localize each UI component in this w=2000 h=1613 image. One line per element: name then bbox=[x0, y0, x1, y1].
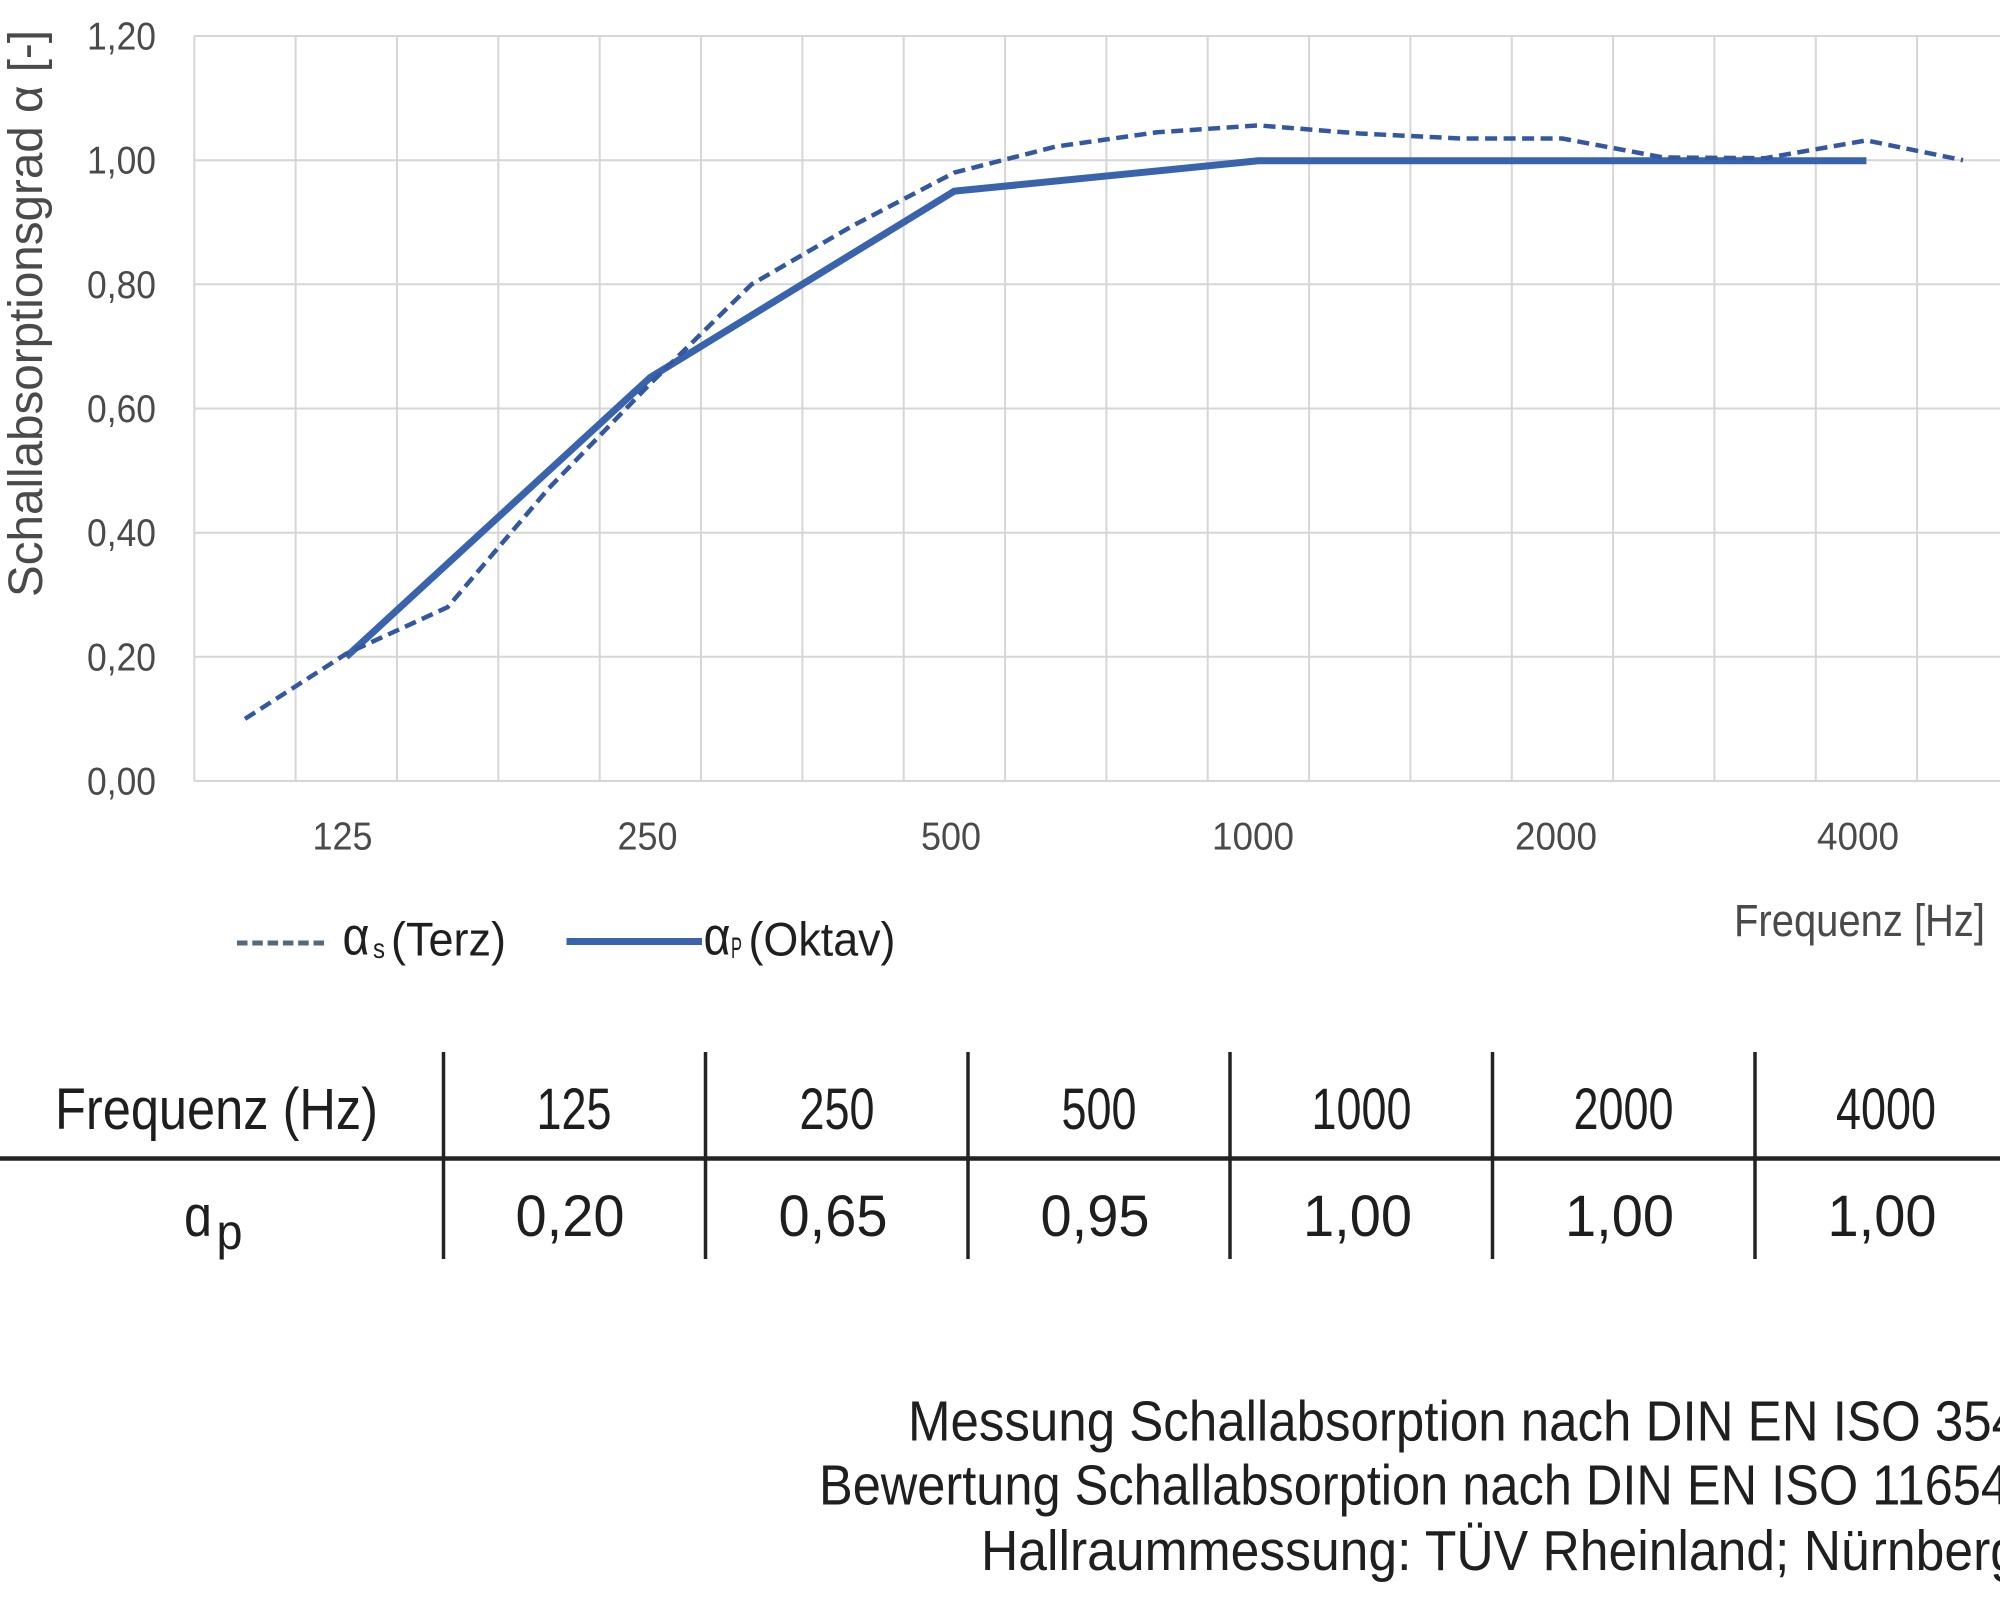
svg-text:Schallabsorptionsgrad α [-]: Schallabsorptionsgrad α [-] bbox=[0, 30, 53, 597]
svg-text:ɑ: ɑ bbox=[184, 1184, 212, 1249]
svg-text:2000: 2000 bbox=[1574, 1077, 1674, 1142]
svg-text:1000: 1000 bbox=[1312, 1077, 1412, 1142]
svg-text:s: s bbox=[373, 933, 385, 964]
svg-text:250: 250 bbox=[618, 816, 678, 859]
svg-text:Frequenz [Hz]: Frequenz [Hz] bbox=[1734, 895, 1985, 946]
svg-text:4000: 4000 bbox=[1817, 816, 1899, 859]
svg-text:4000: 4000 bbox=[1836, 1077, 1936, 1142]
svg-text:0,20: 0,20 bbox=[516, 1184, 625, 1249]
svg-text:125: 125 bbox=[537, 1077, 612, 1142]
svg-text:1,00: 1,00 bbox=[87, 140, 156, 183]
svg-text:(Oktav): (Oktav) bbox=[749, 913, 896, 966]
svg-text:0,65: 0,65 bbox=[779, 1184, 888, 1249]
svg-text:0,00: 0,00 bbox=[87, 761, 156, 804]
svg-text:0,60: 0,60 bbox=[87, 388, 156, 431]
svg-text:1,20: 1,20 bbox=[87, 16, 156, 59]
svg-text:1,00: 1,00 bbox=[1303, 1184, 1412, 1249]
svg-text:p: p bbox=[217, 1204, 243, 1260]
svg-text:2000: 2000 bbox=[1515, 816, 1597, 859]
svg-text:Messung Schallabsorption nach: Messung Schallabsorption nach DIN EN ISO… bbox=[908, 1390, 2000, 1454]
svg-text:α: α bbox=[343, 907, 370, 967]
svg-text:0,80: 0,80 bbox=[87, 264, 156, 307]
svg-text:Hallraummessung: TÜV Rheinland: Hallraummessung: TÜV Rheinland; Nürnberg bbox=[981, 1519, 2000, 1583]
svg-text:0,40: 0,40 bbox=[87, 512, 156, 555]
svg-text:Bewertung Schallabsorption nac: Bewertung Schallabsorption nach DIN EN I… bbox=[819, 1454, 2000, 1518]
svg-text:P: P bbox=[731, 932, 742, 965]
svg-text:500: 500 bbox=[921, 816, 981, 859]
svg-text:α: α bbox=[704, 907, 731, 967]
svg-text:0,20: 0,20 bbox=[87, 636, 156, 679]
svg-text:0,95: 0,95 bbox=[1041, 1184, 1150, 1249]
svg-text:500: 500 bbox=[1062, 1077, 1137, 1142]
svg-text:250: 250 bbox=[800, 1077, 875, 1142]
svg-text:1000: 1000 bbox=[1212, 816, 1294, 859]
svg-text:Frequenz (Hz): Frequenz (Hz) bbox=[55, 1077, 378, 1142]
svg-text:1,00: 1,00 bbox=[1565, 1184, 1674, 1249]
svg-text:125: 125 bbox=[313, 816, 373, 859]
svg-text:(Terz): (Terz) bbox=[391, 913, 506, 966]
svg-text:1,00: 1,00 bbox=[1828, 1184, 1937, 1249]
